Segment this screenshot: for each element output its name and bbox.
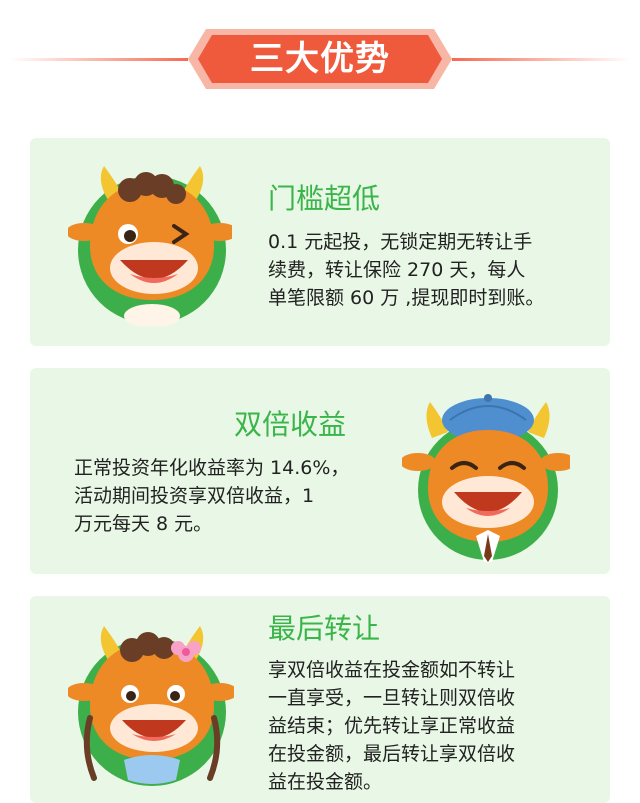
feature-title-last-transfer: 最后转让 [268, 612, 381, 645]
feature-title-low-threshold: 门槛超低 [268, 182, 381, 215]
text-line: 一直享受，一旦转让则双倍收 [268, 687, 516, 709]
text-line: 单笔限额 60 万 ,提现即时到账。 [268, 287, 545, 309]
feature-card-last-transfer: 最后转让 享双倍收益在投金额如不转让 一直享受，一旦转让则双倍收 益结束；优先转… [30, 596, 610, 803]
winking-bull-mascot-icon [68, 166, 232, 326]
header-line-left [10, 58, 188, 61]
banner-shape [188, 29, 452, 89]
text-line: 在投金额，最后转让享双倍收 [268, 743, 516, 765]
laughing-bull-mascot-icon [402, 394, 570, 562]
feature-card-double-return: 双倍收益 正常投资年化收益率为 14.6%， 活动期间投资享双倍收益，1 万元每… [30, 368, 610, 574]
text-line: 正常投资年化收益率为 14.6%， [74, 457, 350, 479]
section-header: 三大优势 [0, 26, 640, 92]
text-line: 续费，转让保险 270 天，每人 [268, 259, 526, 281]
text-line: 活动期间投资享双倍收益，1 [74, 485, 315, 507]
page-title: 三大优势 [250, 39, 390, 79]
feature-title-double-return: 双倍收益 [234, 408, 347, 441]
feature-card-low-threshold: 门槛超低 0.1 元起投，无锁定期无转让手 续费，转让保险 270 天，每人 单… [30, 138, 610, 346]
feature-text-last-transfer: 享双倍收益在投金额如不转让 一直享受，一旦转让则双倍收 益结束；优先转让享正常收… [268, 656, 515, 796]
header-line-right [452, 58, 630, 61]
text-line: 益结束；优先转让享正常收益 [268, 715, 516, 737]
text-line: 0.1 元起投，无锁定期无转让手 [268, 231, 533, 253]
header-banner: 三大优势 [188, 26, 452, 92]
feature-text-low-threshold: 0.1 元起投，无锁定期无转让手 续费，转让保险 270 天，每人 单笔限额 6… [268, 228, 544, 312]
text-line: 益在投金额。 [268, 771, 383, 793]
text-line: 万元每天 8 元。 [74, 513, 213, 535]
flower-bull-mascot-icon [68, 626, 234, 786]
text-line: 享双倍收益在投金额如不转让 [268, 659, 516, 681]
feature-text-double-return: 正常投资年化收益率为 14.6%， 活动期间投资享双倍收益，1 万元每天 8 元… [74, 454, 349, 538]
